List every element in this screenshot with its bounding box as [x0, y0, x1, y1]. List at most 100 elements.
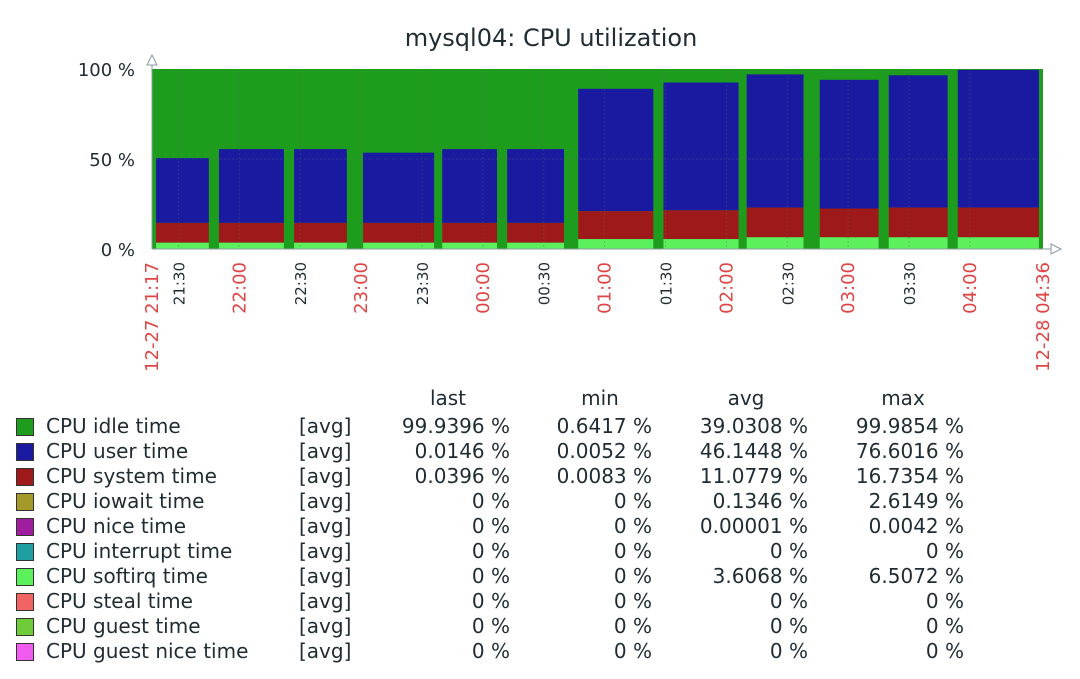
user-time-segment-8 [746, 74, 804, 208]
legend-item: CPU steal time [avg] 0 % 0 % 0 % 0 % [0, 589, 1080, 614]
x-tick-label: 01:00 [595, 262, 616, 314]
legend-function: [avg] [299, 589, 352, 613]
softirq-time-segment-6 [578, 239, 654, 249]
legend-header-max: max [881, 386, 925, 410]
legend-swatch [16, 618, 34, 636]
legend-value-max: 76.6016 % [855, 439, 964, 463]
legend-item: CPU idle time [avg] 99.9396 % 0.6417 % 39.03… [0, 414, 1080, 439]
legend-value-max: 2.6149 % [868, 489, 964, 513]
y-tick-label: 0 % [101, 240, 135, 261]
legend-function: [avg] [299, 639, 352, 663]
legend-swatch [16, 418, 34, 436]
legend-value-max: 0 % [925, 589, 964, 613]
x-tick-label: 22:30 [292, 262, 310, 305]
legend-swatch [16, 543, 34, 561]
legend-value-max: 6.5072 % [868, 564, 964, 588]
legend-header-min: min [581, 386, 619, 410]
legend-function: [avg] [299, 414, 352, 438]
legend-function: [avg] [299, 439, 352, 463]
x-tick-label: 03:00 [838, 262, 859, 314]
x-tick-label: 22:00 [229, 262, 250, 314]
legend-item: CPU guest time [avg] 0 % 0 % 0 % 0 % [0, 614, 1080, 639]
axes [146, 53, 1063, 255]
legend-value-avg: 0 % [769, 539, 808, 563]
legend-value-max: 16.7354 % [855, 464, 964, 488]
legend-swatch [16, 493, 34, 511]
legend-item: CPU user time [avg] 0.0146 % 0.0052 % 46.144… [0, 439, 1080, 464]
legend-value-min: 0 % [613, 514, 652, 538]
legend-value-avg: 11.0779 % [699, 464, 808, 488]
softirq-time-segment-0 [156, 242, 209, 249]
x-tick-label: 12-27 21:17 [142, 262, 163, 372]
softirq-time-segment-2 [294, 242, 347, 249]
x-tick-label: 23:00 [351, 262, 372, 314]
legend-value-last: 0 % [471, 514, 510, 538]
legend-value-min: 0 % [613, 489, 652, 513]
legend-value-min: 0 % [613, 539, 652, 563]
legend-swatch [16, 518, 34, 536]
y-tick-label: 100 % [78, 60, 135, 81]
legend-function: [avg] [299, 564, 352, 588]
system-time-segment-3 [363, 222, 435, 243]
x-axis-ticks: 12-27 21:17 21:30 22:00 22:30 23:00 23:30 00:0… [142, 262, 1054, 372]
legend-value-last: 0.0396 % [414, 464, 510, 488]
cpu-chart: mysql04: CPU utilization 100 % 50 % 0 % 12… [78, 24, 1063, 372]
system-time-segment-6 [578, 211, 654, 240]
legend-value-max: 0 % [925, 539, 964, 563]
x-tick-label: 04:00 [960, 262, 981, 314]
x-tick-label: 00:30 [536, 262, 554, 305]
legend-function: [avg] [299, 464, 352, 488]
legend-function: [avg] [299, 489, 352, 513]
system-time-segment-11 [957, 207, 1039, 238]
user-time-segment-7 [663, 82, 739, 211]
legend-value-last: 0 % [471, 639, 510, 663]
legend-item: CPU interrupt time [avg] 0 % 0 % 0 % 0 % [0, 539, 1080, 564]
legend-value-max: 0.0042 % [868, 514, 964, 538]
system-time-segment-1 [218, 222, 284, 243]
legend-series-name: CPU steal time [46, 589, 193, 613]
system-time-segment-4 [442, 222, 498, 243]
x-tick-label: 01:30 [657, 262, 675, 305]
x-tick-label: 12-28 04:36 [1033, 262, 1054, 372]
legend-header-avg: avg [727, 386, 765, 410]
legend-value-max: 0 % [925, 614, 964, 638]
legend-value-avg: 0.1346 % [712, 489, 808, 513]
legend-item: CPU system time [avg] 0.0396 % 0.0083 % 11.0… [0, 464, 1080, 489]
user-time-segment-2 [294, 149, 347, 223]
legend-series-name: CPU nice time [46, 514, 187, 538]
legend-value-avg: 3.6068 % [712, 564, 808, 588]
legend-value-min: 0.6417 % [556, 414, 652, 438]
legend-series-name: CPU user time [46, 439, 189, 463]
y-axis-ticks: 100 % 50 % 0 % [78, 60, 135, 261]
system-time-segment-7 [663, 210, 739, 240]
legend-item: CPU iowait time [avg] 0 % 0 % 0.1346 % 2.6149… [0, 489, 1080, 514]
softirq-time-segment-10 [888, 237, 948, 249]
legend-series-name: CPU interrupt time [46, 539, 233, 563]
system-time-segment-0 [156, 222, 209, 243]
system-time-segment-5 [507, 222, 565, 243]
x-tick-label: 02:00 [716, 262, 737, 314]
user-time-segment-4 [442, 149, 498, 223]
user-time-segment-10 [888, 75, 948, 208]
user-time-segment-0 [156, 158, 209, 223]
legend-value-avg: 39.0308 % [699, 414, 808, 438]
y-axis-arrow [146, 53, 158, 66]
legend-value-last: 99.9396 % [401, 414, 510, 438]
x-tick-label: 21:30 [170, 262, 188, 305]
legend-value-last: 0 % [471, 614, 510, 638]
legend-series-name: CPU softirq time [46, 564, 208, 588]
softirq-time-segment-8 [746, 237, 804, 249]
x-tick-label: 02:30 [779, 262, 797, 305]
legend-value-last: 0 % [471, 589, 510, 613]
legend-value-last: 0 % [471, 539, 510, 563]
softirq-time-segment-11 [957, 237, 1039, 249]
softirq-time-segment-9 [819, 237, 879, 249]
legend-value-avg: 0.00001 % [699, 514, 808, 538]
softirq-time-segment-5 [507, 242, 565, 249]
x-tick-label: 00:00 [473, 262, 494, 314]
chart-title: mysql04: CPU utilization [405, 24, 698, 52]
system-time-segment-9 [819, 208, 879, 238]
y-tick-label: 50 % [89, 150, 135, 171]
x-tick-label: 23:30 [414, 262, 432, 305]
x-axis-arrow [1050, 243, 1063, 255]
